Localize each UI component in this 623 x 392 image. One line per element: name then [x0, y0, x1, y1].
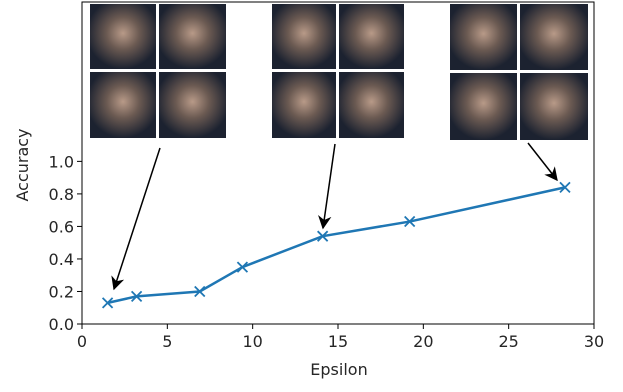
y-tick-label: 1.0 — [49, 152, 74, 171]
x-tick-label: 20 — [413, 332, 433, 351]
face-image — [90, 4, 156, 69]
axes — [81, 1, 595, 325]
marker — [236, 261, 249, 273]
y-tick-label: 0.4 — [49, 250, 74, 269]
face-image — [339, 72, 404, 138]
face-image — [450, 73, 517, 140]
y-axis-label: Accuracy — [13, 128, 32, 201]
arrows — [111, 142, 558, 291]
plot-frame — [81, 1, 595, 325]
face-image — [520, 73, 588, 140]
x-axis-label: Epsilon — [310, 360, 367, 379]
marker — [194, 285, 206, 298]
image-grid — [272, 4, 404, 138]
face-image — [272, 72, 336, 138]
line — [107, 186, 566, 305]
arrow — [111, 147, 161, 291]
face-image — [450, 4, 517, 70]
arrow — [527, 142, 558, 182]
face-image — [339, 4, 404, 69]
marker — [101, 297, 114, 309]
marker — [404, 215, 416, 228]
x-tick-label: 5 — [162, 332, 172, 351]
marker — [317, 230, 329, 242]
face-image — [159, 4, 226, 69]
face-image — [90, 72, 156, 138]
y-tick-label: 0.0 — [49, 315, 74, 334]
image-grid — [90, 4, 226, 138]
x-tick-label: 0 — [77, 332, 87, 351]
face-image — [520, 4, 588, 70]
x-tick-label: 30 — [584, 332, 604, 351]
image-grids — [90, 4, 588, 140]
y-tick-label: 0.2 — [49, 282, 74, 301]
y-tick-label: 0.8 — [49, 185, 74, 204]
face-image — [159, 72, 226, 138]
arrow — [318, 143, 336, 230]
x-tick-label: 25 — [498, 332, 518, 351]
image-grid — [450, 4, 588, 140]
marker — [130, 290, 143, 302]
x-tick-label: 10 — [242, 332, 262, 351]
face-image — [272, 4, 336, 69]
y-tick-label: 0.6 — [49, 217, 74, 236]
marker — [559, 181, 571, 194]
x-tick-label: 15 — [328, 332, 348, 351]
